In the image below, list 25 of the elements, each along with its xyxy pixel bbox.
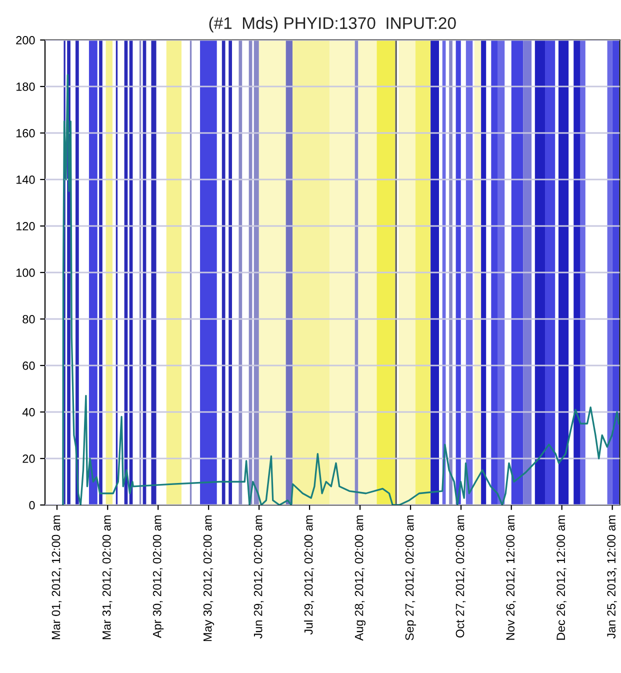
x-tick-label: Sep 27, 2012, 02:00 am xyxy=(405,515,416,640)
y-tick-label: 60 xyxy=(22,362,35,370)
x-tick-label: Jul 29, 2012, 02:00 am xyxy=(304,515,314,635)
y-tick-label: 180 xyxy=(16,82,35,91)
y-tick-label: 160 xyxy=(16,129,35,138)
x-tick-label: May 30, 2012, 02:00 am xyxy=(203,515,214,642)
x-tick-label: Mar 31, 2012, 02:00 am xyxy=(102,515,112,640)
y-tick-label: 100 xyxy=(16,268,35,277)
y-tick-label: 40 xyxy=(22,408,35,416)
x-tick-label: Aug 28, 2012, 02:00 am xyxy=(354,515,366,641)
x-tick-label: Oct 27, 2012, 02:00 am xyxy=(456,515,466,638)
x-tick-label: Mar 01, 2012, 12:00 am xyxy=(52,515,62,640)
x-tick-label: Apr 30, 2012, 02:00 am xyxy=(152,515,164,638)
y-tick-label: 140 xyxy=(16,176,35,184)
y-tick-label: 0 xyxy=(29,501,35,510)
y-tick-label: 200 xyxy=(16,36,35,44)
x-tick-label: Dec 26, 2012, 12:00 am xyxy=(556,515,566,640)
y-tick-label: 80 xyxy=(22,315,35,324)
chart-title: (#1 Mds) PHYID:1370 INPUT:20 xyxy=(209,16,456,32)
line-series xyxy=(62,74,620,505)
x-tick-label: Jan 25, 2013, 12:00 am xyxy=(607,515,617,639)
y-tick-label: 120 xyxy=(16,222,35,230)
x-tick-label: Nov 26, 2012, 12:00 am xyxy=(506,515,516,640)
x-tick-label: Jun 29, 2012, 02:00 am xyxy=(254,515,264,639)
y-tick-label: 20 xyxy=(22,454,35,463)
